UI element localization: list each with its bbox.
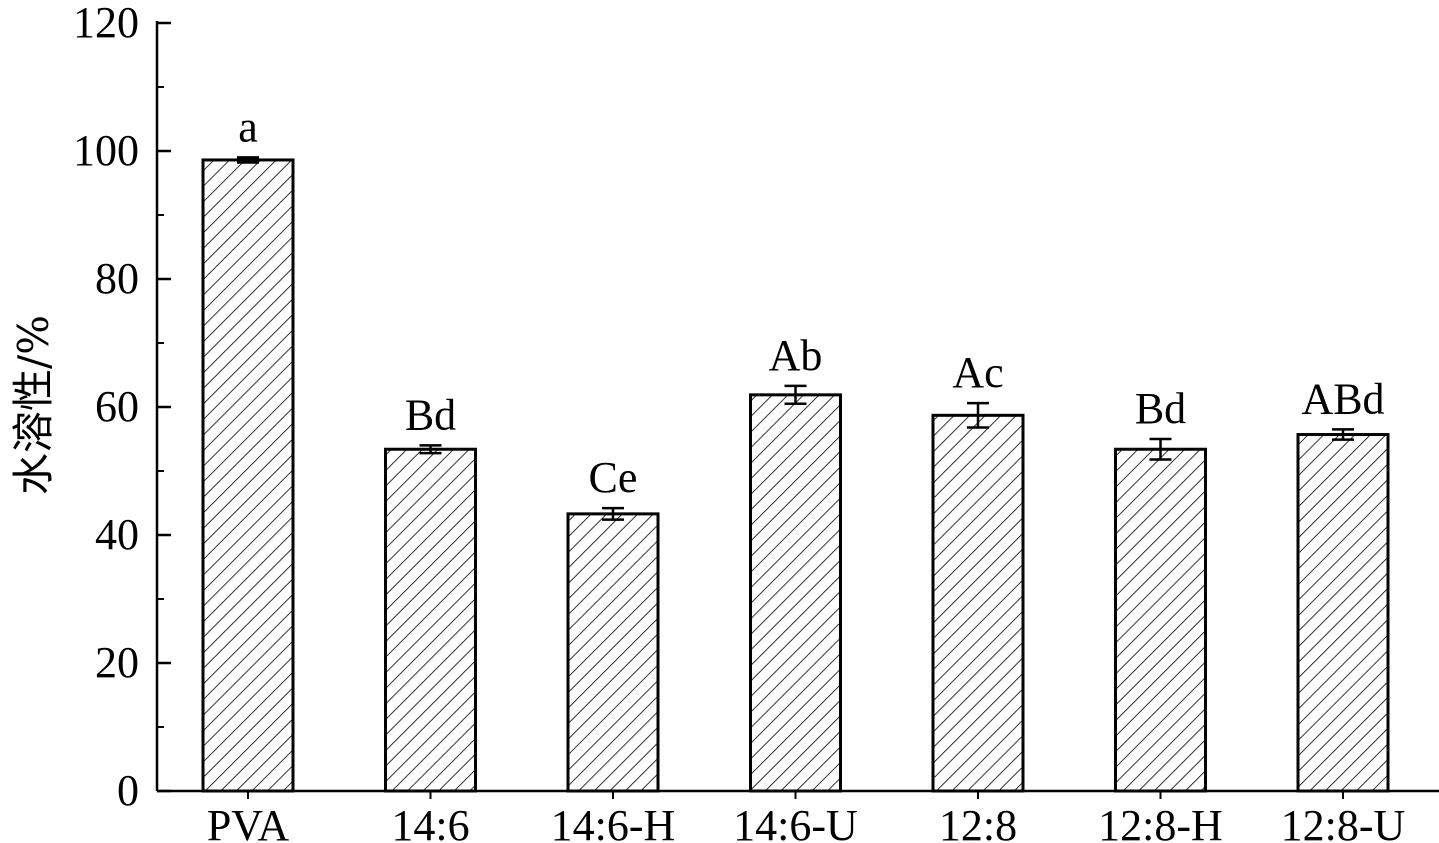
x-tick-label: 14:6 (391, 801, 469, 843)
bar-14:6 (384, 447, 477, 793)
y-tick-label: 0 (117, 766, 139, 815)
bars-group: a Bd Ce Ab Ac Bd ABd (201, 102, 1390, 793)
x-tick-label: PVA (207, 801, 290, 843)
y-tick-label: 80 (95, 254, 139, 303)
significance-label: Ce (589, 453, 638, 502)
y-tick-label: 40 (95, 510, 139, 559)
significance-label: ABd (1301, 374, 1384, 423)
y-tick-label: 20 (95, 638, 139, 687)
bar-12:8 (931, 413, 1025, 793)
significance-label: Bd (405, 390, 456, 439)
y-tick-label: 120 (73, 0, 139, 47)
bar-PVA (201, 158, 295, 793)
y-tick-label: 100 (73, 126, 139, 175)
significance-label: a (238, 102, 258, 151)
bar-14:6-H (566, 512, 660, 793)
significance-label: Bd (1135, 384, 1186, 433)
x-tick-label: 12:8 (939, 801, 1017, 843)
bar-12:8-H (1114, 447, 1207, 793)
significance-label: Ac (952, 348, 1003, 397)
axes: 0 20 40 60 80 100 120 PVA 14:6 14:6-H 14:6-U 12:8 12… (73, 0, 1439, 843)
x-tick-label: 14:6-H (551, 801, 676, 843)
bar-12:8-U (1296, 433, 1390, 793)
y-axis-title: 水溶性/% (9, 315, 58, 495)
x-tick-label: 14:6-U (733, 801, 858, 843)
bar-14:6-U (749, 393, 842, 793)
significance-label: Ab (769, 331, 823, 380)
x-tick-label: 12:8-U (1281, 801, 1406, 843)
y-tick-label: 60 (95, 382, 139, 431)
x-tick-label: 12:8-H (1098, 801, 1223, 843)
